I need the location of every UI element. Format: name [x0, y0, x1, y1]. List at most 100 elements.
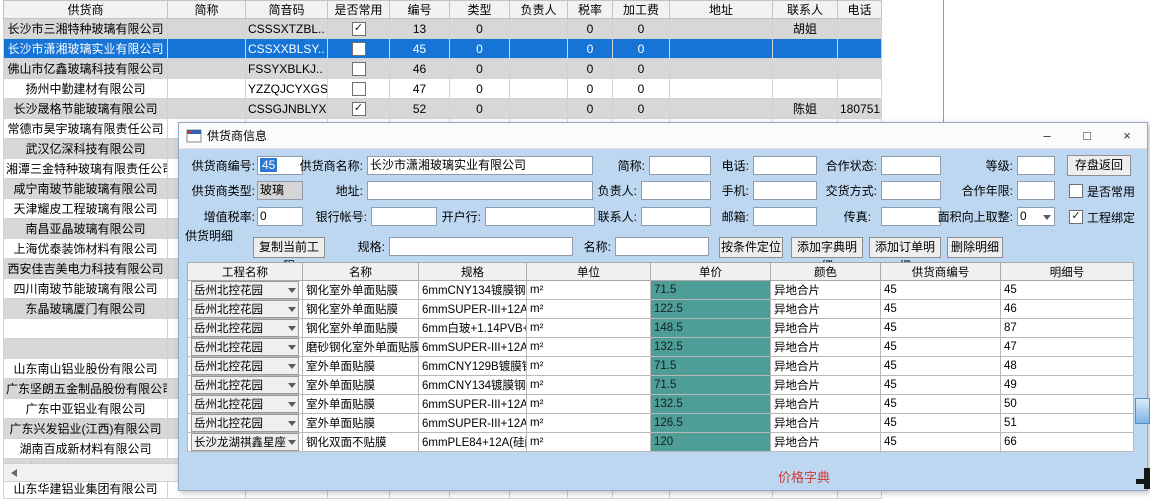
detail-row[interactable]: 岳州北控花园钢化室外单面贴膜6mm白玻+1.14PVB+6mm...m²148.…	[187, 318, 1134, 338]
fee-cell[interactable]: 0	[612, 38, 670, 59]
name-cell[interactable]: 钢化室外单面贴膜	[302, 280, 419, 300]
column-header[interactable]: 负责人	[509, 0, 568, 19]
chevron-down-icon[interactable]	[288, 325, 296, 335]
chevron-down-icon[interactable]	[288, 439, 296, 449]
detail-no-cell[interactable]: 66	[1000, 432, 1134, 452]
supplier-name-cell[interactable]: 广东坚朗五金制品股份有限公司	[3, 378, 168, 399]
color-cell[interactable]: 异地合片	[770, 375, 881, 395]
detail-row[interactable]: 岳州北控花园 室外单面贴膜 6mmCNY134镀膜钢化 m² 71.5 异地合片 45 49	[187, 375, 1134, 395]
save-return-button[interactable]: 存盘返回	[1067, 155, 1131, 176]
color-cell[interactable]: 异地合片	[770, 356, 881, 376]
color-cell[interactable]: 异地合片	[770, 280, 881, 300]
add-order-detail-button[interactable]: 添加订单明细	[869, 237, 941, 273]
abbr-cell[interactable]	[167, 38, 246, 59]
project-combo[interactable]: 岳州北控花园	[191, 281, 299, 299]
name-cell[interactable]: 室外单面贴膜	[302, 356, 419, 376]
abbr-cell[interactable]	[167, 18, 246, 39]
project-cell[interactable]: 岳州北控花园	[187, 394, 303, 414]
phone-cell[interactable]	[837, 58, 882, 79]
project-combo[interactable]: 岳州北控花园	[191, 319, 299, 337]
spec-filter-field[interactable]	[389, 237, 573, 256]
contact-field[interactable]	[641, 207, 711, 226]
unit-cell[interactable]: m²	[526, 299, 651, 319]
manager-field[interactable]	[641, 181, 711, 200]
column-header[interactable]: 类型	[449, 0, 510, 19]
chevron-down-icon[interactable]	[288, 382, 296, 392]
short-name-field[interactable]	[649, 156, 711, 175]
price-cell[interactable]: 120	[650, 432, 771, 452]
code-cell[interactable]: CSSSXTZBL..	[245, 18, 328, 39]
supplier-row[interactable]: 佛山市亿鑫玻璃科技有限公司 FSSYXBLKJ.. 46 0 0 0	[3, 58, 882, 79]
fee-cell[interactable]: 0	[612, 58, 670, 79]
column-header[interactable]: 单位	[526, 262, 651, 281]
color-cell[interactable]: 异地合片	[770, 337, 881, 357]
address-field[interactable]	[367, 181, 593, 200]
supplier-name-cell[interactable]: 湖南百成新材料有限公司	[3, 438, 168, 459]
supplier-name-cell[interactable]: 天津耀皮工程玻璃有限公司	[3, 198, 168, 219]
project-cell[interactable]: 长沙龙湖祺鑫星座	[187, 432, 303, 452]
supplier-name-cell[interactable]: 山东南山铝业股份有限公司	[3, 358, 168, 379]
tax-cell[interactable]: 0	[567, 98, 613, 119]
unit-cell[interactable]: m²	[526, 356, 651, 376]
close-icon[interactable]: ×	[1123, 128, 1131, 143]
code-cell[interactable]: YZZQJCYXGS	[245, 78, 328, 99]
chevron-down-icon[interactable]	[288, 363, 296, 373]
column-header[interactable]: 简音码	[245, 0, 328, 19]
contact-cell[interactable]	[772, 58, 838, 79]
bank-field[interactable]	[485, 207, 595, 226]
dialog-titlebar[interactable]: 供货商信息 – □ ×	[179, 123, 1147, 149]
project-cell[interactable]: 岳州北控花园	[187, 299, 303, 319]
column-header[interactable]: 名称	[302, 262, 419, 281]
supplier-name-cell[interactable]: 长沙市三湘特种玻璃有限公司	[3, 18, 168, 39]
name-cell[interactable]: 室外单面贴膜	[302, 413, 419, 433]
column-header[interactable]: 供货商	[3, 0, 168, 19]
color-cell[interactable]: 异地合片	[770, 413, 881, 433]
supplier-name-cell[interactable]: 咸宁南玻节能玻璃有限公司	[3, 178, 168, 199]
supplier-no-cell[interactable]: 45	[880, 337, 1001, 357]
supplier-no-cell[interactable]: 45	[880, 280, 1001, 300]
spec-cell[interactable]: 6mmCNY129B镀膜钢化	[418, 356, 527, 376]
supplier-name-cell[interactable]: 湘潭三金特种玻璃有限责任公司	[3, 158, 168, 179]
detail-row[interactable]: 岳州北控花园磨砂钢化室外单面贴膜6mmSUPER-III+12A(硅...m²1…	[187, 337, 1134, 357]
name-cell[interactable]: 室外单面贴膜	[302, 394, 419, 414]
common-use-checkbox[interactable]: ✓	[351, 101, 366, 116]
abbr-cell[interactable]	[167, 98, 246, 119]
common-use-checkbox[interactable]	[351, 61, 366, 76]
spec-cell[interactable]: 6mm白玻+1.14PVB+6mm...	[418, 318, 527, 338]
code-cell[interactable]: CSSXXBLSY..	[245, 38, 328, 59]
color-cell[interactable]: 异地合片	[770, 299, 881, 319]
contact-cell[interactable]: 胡姐	[772, 18, 838, 39]
detail-no-cell[interactable]: 49	[1000, 375, 1134, 395]
abbr-cell[interactable]	[167, 58, 246, 79]
price-detail-table[interactable]: 工程名称 名称 规格 单位 单价 颜色 供货商编号 明细号 岳州北控花园 钢化室外单面贴膜 6mmC…	[187, 262, 1134, 452]
abbr-cell[interactable]	[167, 78, 246, 99]
project-cell[interactable]: 岳州北控花园	[187, 318, 303, 338]
supplier-name-cell[interactable]: 扬州中勤建材有限公司	[3, 78, 168, 99]
spec-cell[interactable]: 6mmCNY134镀膜钢化	[418, 375, 527, 395]
detail-no-cell[interactable]: 46	[1000, 299, 1134, 319]
manager-cell[interactable]	[509, 58, 568, 79]
chevron-down-icon[interactable]	[288, 287, 296, 297]
checkbox-icon[interactable]	[1069, 184, 1083, 198]
name-cell[interactable]: 钢化双面不贴膜	[302, 432, 419, 452]
type-cell[interactable]: 0	[449, 18, 510, 39]
column-header[interactable]: 联系人	[772, 0, 838, 19]
unit-cell[interactable]: m²	[526, 318, 651, 338]
column-header[interactable]: 电话	[837, 0, 882, 19]
common-use-cell[interactable]: ✓	[327, 98, 390, 119]
addr-cell[interactable]	[669, 78, 773, 99]
spec-cell[interactable]: 6mmSUPER-III+12A(硅...	[418, 413, 527, 433]
column-header[interactable]: 简称	[167, 0, 246, 19]
supplier-name-cell[interactable]: 武汉亿深科技有限公司	[3, 138, 168, 159]
tax-cell[interactable]: 0	[567, 58, 613, 79]
supplier-no-cell[interactable]: 45	[880, 432, 1001, 452]
supplier-name-cell[interactable]: 四川南玻节能玻璃有限公司	[3, 278, 168, 299]
bank-account-field[interactable]	[371, 207, 437, 226]
project-cell[interactable]: 岳州北控花园	[187, 356, 303, 376]
column-header[interactable]: 明细号	[1000, 262, 1134, 281]
code-cell[interactable]: CSSGJNBLYXGS	[245, 98, 328, 119]
supplier-row[interactable]: 长沙市三湘特种玻璃有限公司 CSSSXTZBL.. ✓ 13 0 0 0 胡姐	[3, 18, 882, 39]
chevron-down-icon[interactable]	[288, 344, 296, 354]
tax-cell[interactable]: 0	[567, 18, 613, 39]
supplier-name-cell[interactable]: 常德市昊宇玻璃有限责任公司	[3, 118, 168, 139]
